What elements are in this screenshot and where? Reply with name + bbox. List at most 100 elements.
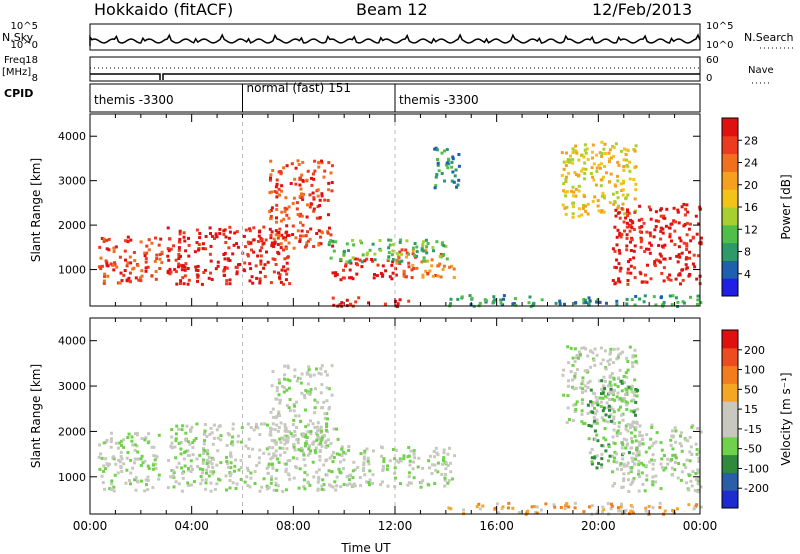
data-cell xyxy=(455,185,458,189)
data-cell xyxy=(304,408,307,412)
data-cell xyxy=(118,441,122,445)
data-cell xyxy=(562,182,566,186)
data-cell xyxy=(371,259,375,263)
data-cell xyxy=(685,244,689,248)
data-cell xyxy=(626,193,630,197)
data-cell xyxy=(632,398,636,402)
data-cell xyxy=(397,255,401,259)
data-cell xyxy=(638,440,641,444)
data-cell xyxy=(697,469,701,473)
data-cell xyxy=(247,437,251,441)
data-cell xyxy=(688,450,692,454)
data-cell xyxy=(694,478,698,481)
data-cell xyxy=(139,457,143,461)
data-cell xyxy=(310,183,314,187)
data-cell xyxy=(571,185,575,189)
data-cell xyxy=(638,297,642,301)
data-cell xyxy=(678,255,682,259)
data-cell xyxy=(602,406,606,410)
data-cell xyxy=(602,508,606,512)
data-cell xyxy=(607,160,611,164)
data-cell xyxy=(306,480,310,484)
data-cell xyxy=(617,277,621,281)
data-cell xyxy=(617,163,621,167)
data-cell xyxy=(257,234,261,238)
data-cell xyxy=(630,440,634,443)
data-cell xyxy=(693,265,697,269)
data-cell xyxy=(630,431,634,435)
data-cell xyxy=(271,257,275,261)
data-cell xyxy=(629,264,633,268)
data-cell xyxy=(576,356,580,360)
data-cell xyxy=(475,505,479,509)
data-cell xyxy=(373,258,377,262)
data-cell xyxy=(663,509,667,513)
data-cell xyxy=(593,406,596,410)
data-cell xyxy=(580,346,584,350)
data-cell xyxy=(412,449,416,453)
data-cell xyxy=(325,473,329,477)
colorbar-tick-label: -100 xyxy=(744,462,769,475)
data-cell xyxy=(133,443,137,447)
data-cell xyxy=(593,195,597,199)
data-cell xyxy=(580,409,584,413)
data-cell xyxy=(371,473,375,477)
data-cell xyxy=(312,373,316,377)
data-cell xyxy=(695,452,699,456)
data-cell xyxy=(105,462,109,466)
data-cell xyxy=(571,378,575,382)
data-cell xyxy=(201,247,205,251)
data-cell xyxy=(600,379,604,383)
data-cell xyxy=(580,398,584,402)
data-cell xyxy=(618,216,622,220)
data-cell xyxy=(118,460,122,464)
data-cell xyxy=(271,446,275,450)
data-cell xyxy=(631,425,634,429)
data-cell xyxy=(449,470,453,474)
data-cell xyxy=(339,303,343,306)
data-cell xyxy=(605,401,609,405)
data-cell xyxy=(244,228,248,232)
data-cell xyxy=(640,238,644,242)
data-cell xyxy=(634,457,638,461)
data-cell xyxy=(230,440,234,444)
data-cell xyxy=(404,248,408,252)
data-cell xyxy=(129,482,132,486)
data-cell xyxy=(309,419,312,423)
data-cell xyxy=(270,462,274,466)
data-cell xyxy=(274,483,278,487)
data-cell xyxy=(581,206,585,210)
data-cell xyxy=(351,256,355,260)
data-cell xyxy=(620,233,624,236)
data-cell xyxy=(608,201,612,205)
data-cell xyxy=(184,262,188,266)
data-cell xyxy=(625,225,629,229)
data-cell xyxy=(278,227,282,231)
data-cell xyxy=(282,217,286,221)
data-cell xyxy=(123,269,127,272)
data-cell xyxy=(688,272,692,276)
data-cell xyxy=(441,241,444,245)
data-cell xyxy=(530,505,534,509)
data-cell xyxy=(205,462,209,465)
data-cell xyxy=(282,386,286,390)
data-cell xyxy=(657,219,661,223)
data-cell xyxy=(632,256,636,260)
data-cell xyxy=(578,386,582,390)
data-cell xyxy=(160,250,164,254)
data-cell xyxy=(660,295,663,299)
data-cell xyxy=(274,442,278,446)
data-cell xyxy=(624,393,627,396)
y-axis-label: Slant Range [km] xyxy=(29,364,43,468)
data-cell xyxy=(120,457,124,461)
data-cell xyxy=(276,429,280,433)
data-cell xyxy=(620,413,624,417)
data-cell xyxy=(319,242,323,246)
data-cell xyxy=(382,460,386,464)
colorbar-tick-label: 8 xyxy=(744,246,751,259)
data-cell xyxy=(358,258,362,262)
data-cell xyxy=(500,507,504,511)
data-cell xyxy=(280,210,284,214)
data-cell xyxy=(318,428,322,432)
data-cell xyxy=(118,255,122,259)
